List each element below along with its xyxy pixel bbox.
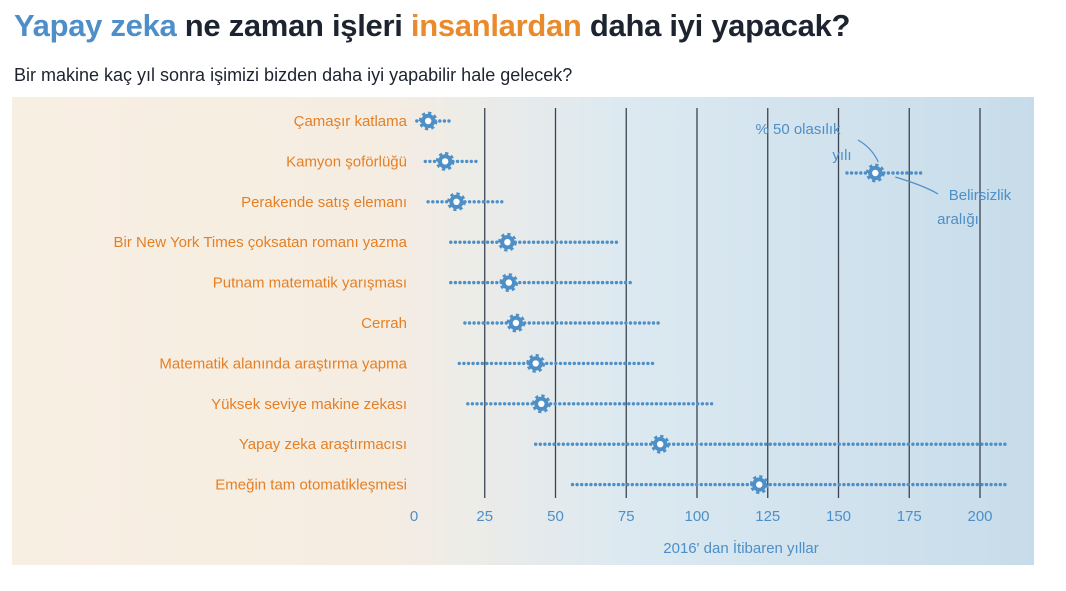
uncertainty-range <box>570 482 1007 487</box>
category-label: Yapay zeka araştırmacısı <box>239 436 407 453</box>
legend-median-label-line2: yılı <box>832 147 851 164</box>
data-series <box>415 111 1007 495</box>
uncertainty-range <box>534 442 1007 446</box>
category-label: Matematik alanında araştırma yapma <box>159 355 407 372</box>
x-tick-label: 150 <box>826 508 851 525</box>
legend-annotation: % 50 olasılık yılı Belirsizlik aralığı <box>755 121 1011 228</box>
x-tick-label: 75 <box>618 508 635 525</box>
median-marker <box>499 273 519 293</box>
category-label: Kamyon şoförlüğü <box>286 153 407 170</box>
chart-title: Yapay zeka ne zaman işleri insanlardan d… <box>14 8 850 44</box>
plot-background <box>12 97 1034 565</box>
uncertainty-range <box>463 321 660 325</box>
median-marker <box>446 192 466 212</box>
x-tick-label: 25 <box>476 508 493 525</box>
x-axis-title: 2016' dan İtibaren yıllar <box>663 539 818 557</box>
uncertainty-range <box>457 361 655 366</box>
legend-range-label-line1: Belirsizlik <box>949 187 1012 204</box>
title-part-better: daha iyi yapacak? <box>581 8 851 43</box>
title-part-ai: Yapay zeka <box>14 8 177 43</box>
grid-lines <box>484 108 981 498</box>
category-label: Emeğin tam otomatikleşmesi <box>215 477 407 494</box>
category-label: Yüksek seviye makine zekası <box>211 396 407 413</box>
x-tick-label: 125 <box>755 508 780 525</box>
median-marker <box>531 394 551 414</box>
median-marker <box>435 151 455 171</box>
title-part-when: ne zaman işleri <box>176 8 411 43</box>
median-marker <box>526 353 546 373</box>
median-marker <box>650 434 670 454</box>
chart-subtitle: Bir makine kaç yıl sonra işimizi bizden … <box>14 65 573 85</box>
uncertainty-range <box>449 240 619 244</box>
legend-median-leader <box>857 139 879 163</box>
median-marker <box>749 475 769 495</box>
legend-median-label-line1: % 50 olasılık <box>755 121 841 138</box>
x-tick-label: 175 <box>897 508 922 525</box>
median-marker <box>506 313 526 333</box>
category-label: Perakende satış elemanı <box>241 194 407 211</box>
legend-example-median <box>865 163 885 183</box>
median-marker <box>497 232 517 252</box>
category-label: Putnam matematik yarışması <box>213 275 407 292</box>
category-label: Cerrah <box>361 315 407 332</box>
x-tick-label: 0 <box>410 508 418 525</box>
category-label: Çamaşır katlama <box>294 113 408 130</box>
x-tick-label: 100 <box>684 508 709 525</box>
uncertainty-range <box>466 402 714 406</box>
title-part-humans: insanlardan <box>410 8 582 43</box>
category-label: Bir New York Times çoksatan romanı yazma <box>114 234 408 251</box>
category-labels: Çamaşır katlama Kamyon şoförlüğü Perakende… <box>114 113 408 494</box>
legend-range-leader <box>895 176 939 195</box>
x-axis-ticks: 0 25 50 75 100 125 150 175 200 <box>410 508 993 525</box>
x-tick-label: 50 <box>547 508 564 525</box>
x-tick-label: 200 <box>967 508 992 525</box>
legend-range-label-line2: aralığı <box>937 211 979 228</box>
median-marker <box>418 111 438 131</box>
